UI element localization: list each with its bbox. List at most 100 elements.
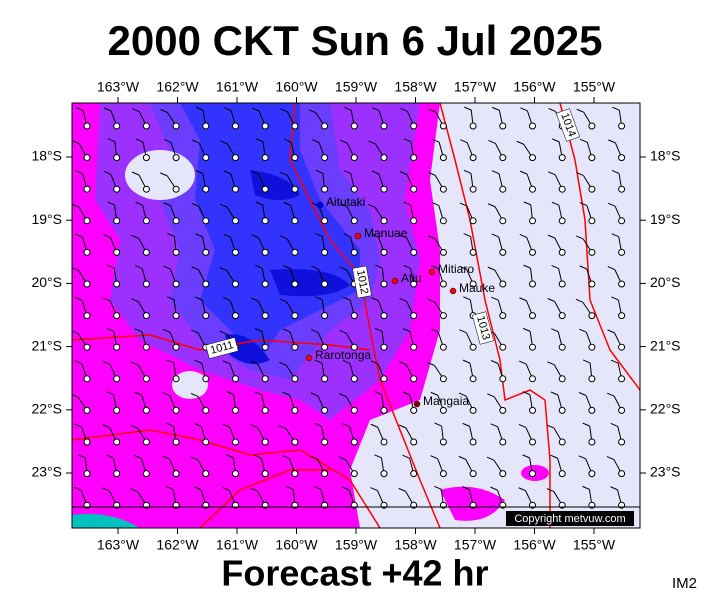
lat-label: 21°S [650,337,681,353]
station [321,438,329,446]
station [142,122,150,130]
station [83,375,91,383]
lat-label: 18°S [650,148,681,164]
station [380,343,388,351]
isobar-label: 1012 [352,265,372,299]
isobar-label: 1014 [555,108,581,142]
wind-barb [286,485,294,490]
wind-barb [547,298,555,302]
wind-barb [163,138,172,143]
station [83,280,91,288]
station [113,122,121,130]
station [618,217,626,225]
wind-barb [283,265,291,270]
station [142,185,150,193]
station [172,406,180,414]
wind-barb [374,391,382,396]
wind-barb [491,170,500,175]
station [350,154,358,162]
wind-barb [492,106,500,111]
wind-barb [162,328,171,333]
station [588,122,596,130]
wind-barb [226,454,234,459]
station [350,470,358,478]
wind-barb [282,455,290,460]
station [142,343,150,351]
station [232,248,239,256]
station [291,185,299,193]
wind-barb [219,330,227,335]
isobar-label: 1013 [472,311,494,345]
station [410,248,418,256]
station [499,406,507,414]
station [499,343,507,351]
station [142,438,150,446]
wind-barb [135,201,143,206]
lon-label: 158°W [394,537,437,553]
station [172,438,180,446]
wind-barb [546,488,555,493]
wind-barb [103,107,112,112]
wind-barb [580,138,588,143]
wind-barb [222,360,231,365]
wind-barb [463,296,471,301]
station [321,122,329,130]
place-label: Mauke [459,281,495,295]
station [618,406,626,414]
wind-barb [400,107,408,112]
wind-barb [402,328,411,333]
station [232,312,239,320]
station [261,154,269,162]
lon-label: 155°W [573,79,616,95]
wind-barb [374,454,382,459]
station [529,470,536,478]
station [202,185,210,193]
wind-barb [610,359,619,364]
station [410,375,418,383]
station [321,280,329,288]
wind-barb [166,422,174,427]
wind-barb [132,108,140,113]
lat-label: 19°S [31,211,62,227]
place-marker [413,400,421,408]
wind-barb [522,327,531,332]
wind-barb [403,138,412,143]
wind-barb [134,328,143,333]
station [142,217,150,225]
wind-barb [487,203,496,208]
isobar-label-box [555,108,581,142]
wind-barb [279,171,288,176]
lat-label: 20°S [31,274,62,290]
station [321,470,329,478]
station [380,248,388,256]
wind-barb [551,264,559,269]
station [410,406,418,414]
wind-barb [339,266,347,271]
wind-barb [254,391,262,396]
lon-label: 158°W [394,79,437,95]
wind-barb [459,202,468,207]
wind-barb [490,360,499,364]
station [529,248,536,256]
station [588,343,596,351]
wind-barb [102,360,111,365]
wind-barb [165,486,174,490]
wind-barb [314,359,323,364]
wind-barb [548,171,556,176]
wind-barb [190,392,199,397]
station [350,343,358,351]
lon-label: 159°W [335,537,378,553]
wind-barb [371,297,379,302]
station [588,406,596,414]
station [350,248,358,256]
station [439,280,447,288]
wind-barb [607,329,615,334]
wind-barb [163,265,171,270]
wind-barb [226,391,234,395]
wind-barb [78,454,86,459]
wind-barb [607,266,615,270]
wind-barb [579,328,587,333]
wind-barb [579,265,587,270]
lon-label: 157°W [454,537,497,553]
wind-barb [250,424,259,429]
